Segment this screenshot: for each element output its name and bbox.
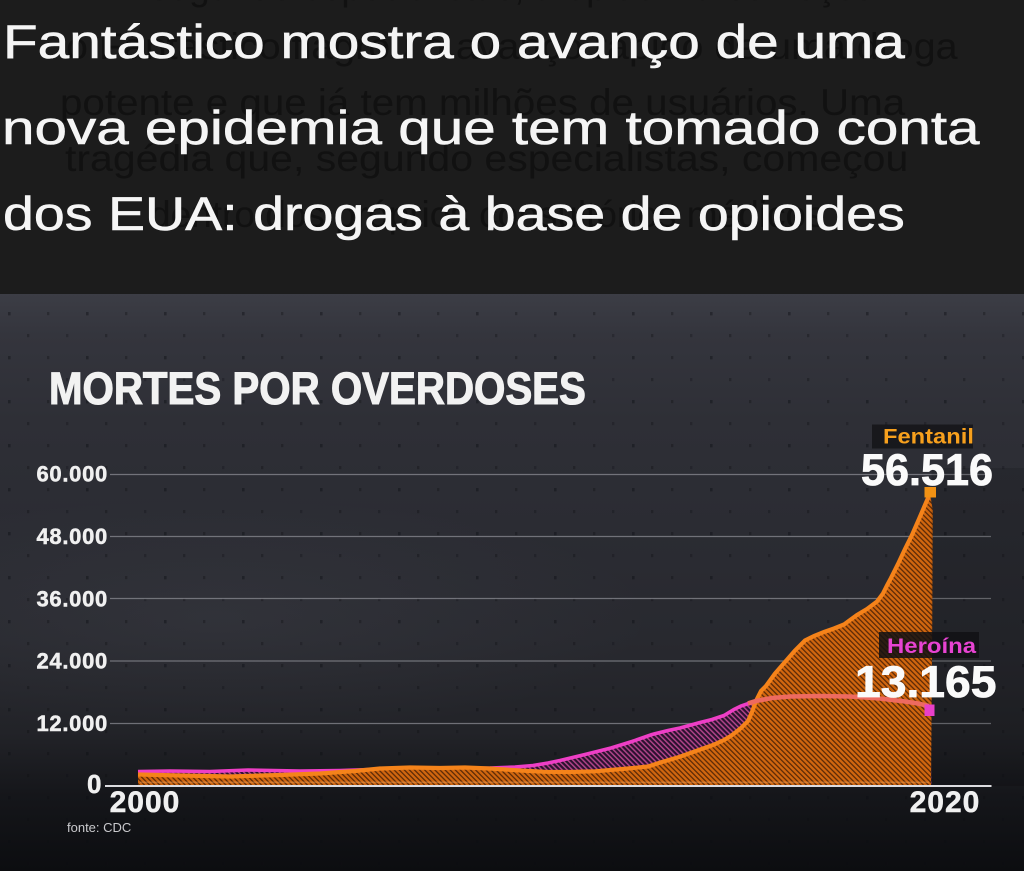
svg-text:48.000: 48.000 — [37, 524, 109, 549]
svg-text:Fentanil: Fentanil — [883, 425, 974, 448]
svg-text:56.516: 56.516 — [861, 445, 993, 495]
svg-text:12.000: 12.000 — [37, 711, 109, 736]
svg-text:MORTES POR OVERDOSES: MORTES POR OVERDOSES — [49, 364, 586, 415]
svg-text:0: 0 — [87, 769, 101, 799]
svg-text:2000: 2000 — [110, 786, 181, 819]
svg-text:60.000: 60.000 — [37, 462, 109, 487]
svg-text:13.165: 13.165 — [855, 657, 996, 707]
svg-text:24.000: 24.000 — [37, 649, 109, 674]
svg-text:fonte: CDC: fonte: CDC — [67, 820, 131, 835]
svg-text:Heroína: Heroína — [887, 634, 977, 657]
svg-text:36.000: 36.000 — [37, 586, 109, 611]
svg-text:2020: 2020 — [910, 786, 981, 819]
